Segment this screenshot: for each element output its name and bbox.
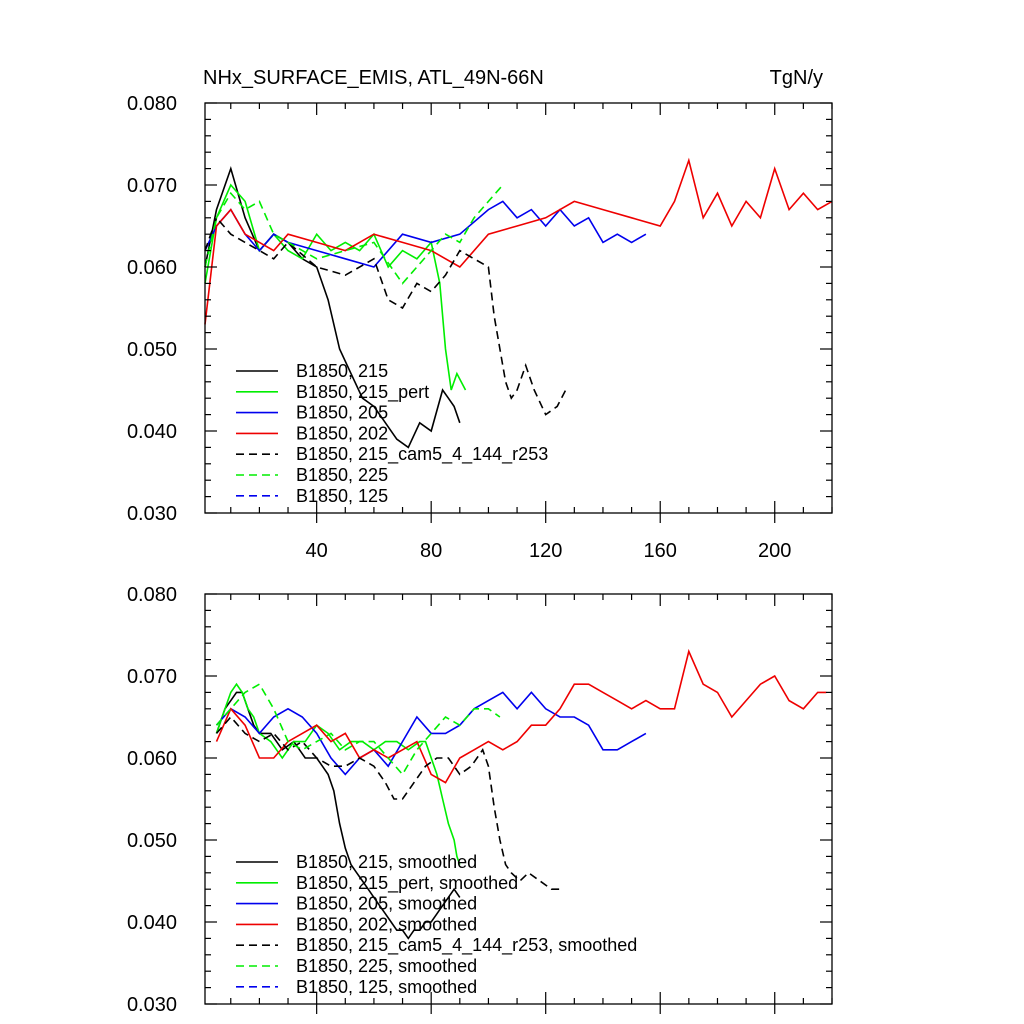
bottom-legend-label: B1850, 125, smoothed xyxy=(296,977,477,997)
top-legend-label: B1850, 215_cam5_4_144_r253 xyxy=(296,444,548,465)
top-series-line-4 xyxy=(204,216,567,416)
bottom-legend-label: B1850, 205, smoothed xyxy=(296,894,477,914)
bottom-series-line-2 xyxy=(215,691,647,776)
bottom-legend-label: B1850, 225, smoothed xyxy=(296,956,477,976)
top-y-tick-label: 0.040 xyxy=(127,421,177,443)
top-legend-label: B1850, 202 xyxy=(296,423,388,443)
top-plot-frame xyxy=(204,102,833,514)
bottom-plot-frame xyxy=(204,593,833,1005)
top-x-tick-label: 160 xyxy=(644,540,677,562)
top-series-line-3 xyxy=(204,157,833,325)
top-series-line-2 xyxy=(204,200,647,268)
units-label: TgN/y xyxy=(770,67,823,89)
top-y-tick-label: 0.030 xyxy=(127,503,177,525)
top-series-line-5 xyxy=(204,184,504,285)
chart-title: NHx_SURFACE_EMIS, ATL_49N-66N xyxy=(203,67,544,89)
top-x-tick-label: 120 xyxy=(529,540,562,562)
top-x-tick-label: 40 xyxy=(306,540,328,562)
top-y-tick-label: 0.070 xyxy=(127,175,177,197)
bottom-series-line-0 xyxy=(215,691,461,940)
bottom-y-tick-label: 0.030 xyxy=(127,994,177,1016)
top-panel: NHx_SURFACE_EMIS, ATL_49N-66N TgN/y 0.03… xyxy=(127,67,833,562)
top-legend-label: B1850, 125 xyxy=(296,486,388,506)
top-x-tick-label: 200 xyxy=(758,540,791,562)
top-legend-label: B1850, 215_pert xyxy=(296,382,429,403)
top-x-tick-label: 80 xyxy=(420,540,442,562)
bottom-series-line-4 xyxy=(215,715,563,891)
bottom-y-tick-label: 0.040 xyxy=(127,912,177,934)
top-plot-area: 0.030 0.040 0.050 0.060 0.070 0.080 40 80 120 160… xyxy=(127,93,833,562)
bottom-series-line-3 xyxy=(215,648,827,784)
bottom-y-tick-label: 0.080 xyxy=(127,584,177,606)
bottom-legend-label: B1850, 215, smoothed xyxy=(296,852,477,872)
bottom-series-line-1 xyxy=(215,682,461,865)
bottom-legend-label: B1850, 215_pert, smoothed xyxy=(296,873,518,894)
top-legend-label: B1850, 215 xyxy=(296,361,388,381)
bottom-y-tick-label: 0.070 xyxy=(127,666,177,688)
bottom-y-tick-label: 0.060 xyxy=(127,748,177,770)
top-y-tick-label: 0.080 xyxy=(127,93,177,115)
top-legend-label: B1850, 225 xyxy=(296,465,388,485)
top-y-tick-label: 0.050 xyxy=(127,339,177,361)
bottom-series-line-5 xyxy=(215,683,501,776)
bottom-y-tick-label: 0.050 xyxy=(127,830,177,852)
top-legend-label: B1850, 205 xyxy=(296,403,388,423)
bottom-legend-label: B1850, 202, smoothed xyxy=(296,914,477,934)
bottom-plot-area: 0.030 0.040 0.050 0.060 0.070 0.080 B1850, 215… xyxy=(127,584,833,1016)
bottom-panel: 0.030 0.040 0.050 0.060 0.070 0.080 B1850, 215… xyxy=(127,584,833,1016)
bottom-legend-label: B1850, 215_cam5_4_144_r253, smoothed xyxy=(296,935,637,956)
top-y-tick-label: 0.060 xyxy=(127,257,177,279)
